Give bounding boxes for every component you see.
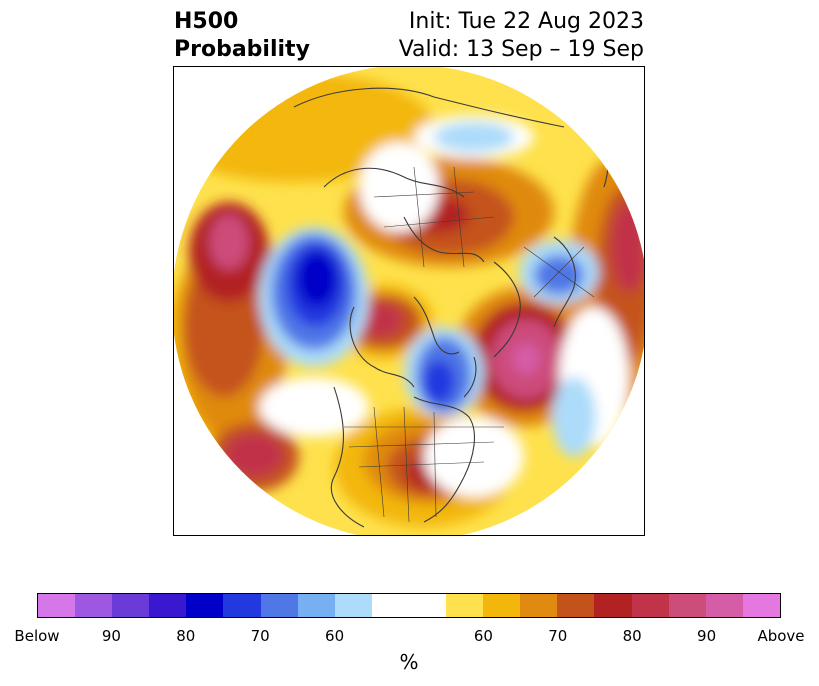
anomaly-alaska-core [359,303,403,337]
colorbar-segment [705,594,743,617]
colorbar-tick-label: 60 [473,627,493,645]
below-west-core [297,251,337,307]
colorbar-segment [631,594,669,617]
neutral-north [359,142,439,232]
colorbar-segment [75,594,113,617]
colorbar-tick-label: 70 [548,627,568,645]
title-line-1: H500 [174,9,239,34]
anomaly-west-peak [209,214,249,270]
colorbar-segment [483,594,521,617]
colorbar-tick-label: Above [757,627,805,645]
init-date: Init: Tue 22 Aug 2023 [408,9,644,34]
colorbar-tick-label: 70 [250,627,270,645]
colorbar-segment [557,594,595,617]
colorbar-segment [371,594,409,617]
colorbar-segment [38,594,76,617]
colorbar-tick-label: 90 [101,627,121,645]
colorbar-segment [334,594,372,617]
colorbar-tick-label: 90 [697,627,717,645]
colorbar-segment [112,594,150,617]
colorbar-segment [297,594,335,617]
colorbar-segment [223,594,261,617]
coastlines [293,87,609,528]
anomaly-pacific-sw-core [224,433,284,477]
below-europe [534,255,584,295]
colorbar-segment [186,594,224,617]
colorbar-segment [149,594,187,617]
colorbar-tick-label: Below [14,627,60,645]
map-svg [174,67,644,535]
colorbar-tick-label: 60 [325,627,345,645]
colorbar-unit-label: % [399,650,419,674]
anomaly-atlantic-peak [512,343,540,375]
valid-date: Valid: 13 Sep – 19 Sep [398,37,644,62]
neutral-west [259,377,369,437]
colorbar-segment [594,594,632,617]
forecast-dates: Init: Tue 22 Aug 2023 Valid: 13 Sep – 19… [399,8,644,64]
colorbar-segment [742,594,780,617]
below-north [434,122,514,152]
colorbar-segment [446,594,484,617]
colorbar-tick-label: 80 [176,627,196,645]
colorbar-tick-label: 80 [622,627,642,645]
colorbar-segment [520,594,558,617]
map-title: H500 Probability [174,8,310,64]
colorbar-segment [668,594,706,617]
colorbar-segment [408,594,447,617]
colorbar [37,593,781,618]
neutral-east [424,417,524,497]
below-canada-core [423,360,455,404]
colorbar-segment [260,594,298,617]
below-atlantic-east [552,377,596,457]
probability-map [173,66,645,536]
title-line-2: Probability [174,37,310,62]
borders [344,166,595,523]
